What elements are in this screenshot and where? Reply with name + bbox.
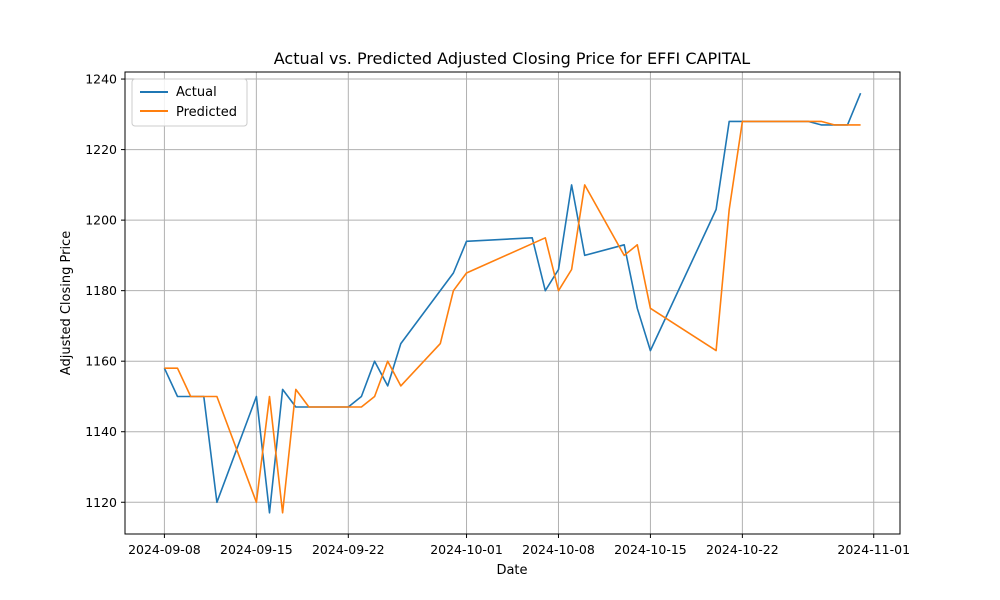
x-tick-label-4: 2024-10-08	[522, 542, 595, 557]
series-layer	[163, 92, 862, 514]
x-tick-label-6: 2024-10-22	[706, 542, 779, 557]
x-axis-label: Date	[496, 563, 527, 578]
y-tick-label-3: 1180	[85, 283, 117, 298]
legend: Actual Predicted	[131, 78, 248, 127]
x-tick-label-5: 2024-10-15	[614, 542, 687, 557]
y-tick-label-2: 1160	[85, 354, 117, 369]
x-tick-label-2: 2024-09-22	[312, 542, 385, 557]
grid	[125, 72, 900, 534]
y-tick-label-4: 1200	[85, 213, 117, 228]
y-axis-label: Adjusted Closing Price	[59, 231, 74, 375]
plot-frame	[124, 71, 901, 535]
chart-title: Actual vs. Predicted Adjusted Closing Pr…	[274, 49, 751, 68]
x-tick-label-7: 2024-11-01	[837, 542, 910, 557]
y-tick-label-5: 1220	[85, 142, 117, 157]
legend-label-predicted: Predicted	[176, 105, 237, 120]
x-tick-label-1: 2024-09-15	[220, 542, 293, 557]
legend-label-actual: Actual	[176, 85, 217, 100]
x-axis: 2024-09-08 2024-09-15 2024-09-22 2024-10-01…	[128, 534, 910, 557]
y-tick-label-6: 1240	[85, 72, 117, 87]
x-tick-label-3: 2024-10-01	[430, 542, 503, 557]
series-line-actual	[163, 92, 862, 514]
series-line-predicted	[164, 120, 861, 514]
y-tick-label-0: 1120	[85, 495, 117, 510]
y-tick-label-1: 1140	[85, 424, 117, 439]
y-axis: 1120 1140 1160 1180 1200 1220 1240	[85, 72, 125, 510]
legend-box	[131, 78, 248, 127]
x-tick-label-0: 2024-09-08	[128, 542, 201, 557]
